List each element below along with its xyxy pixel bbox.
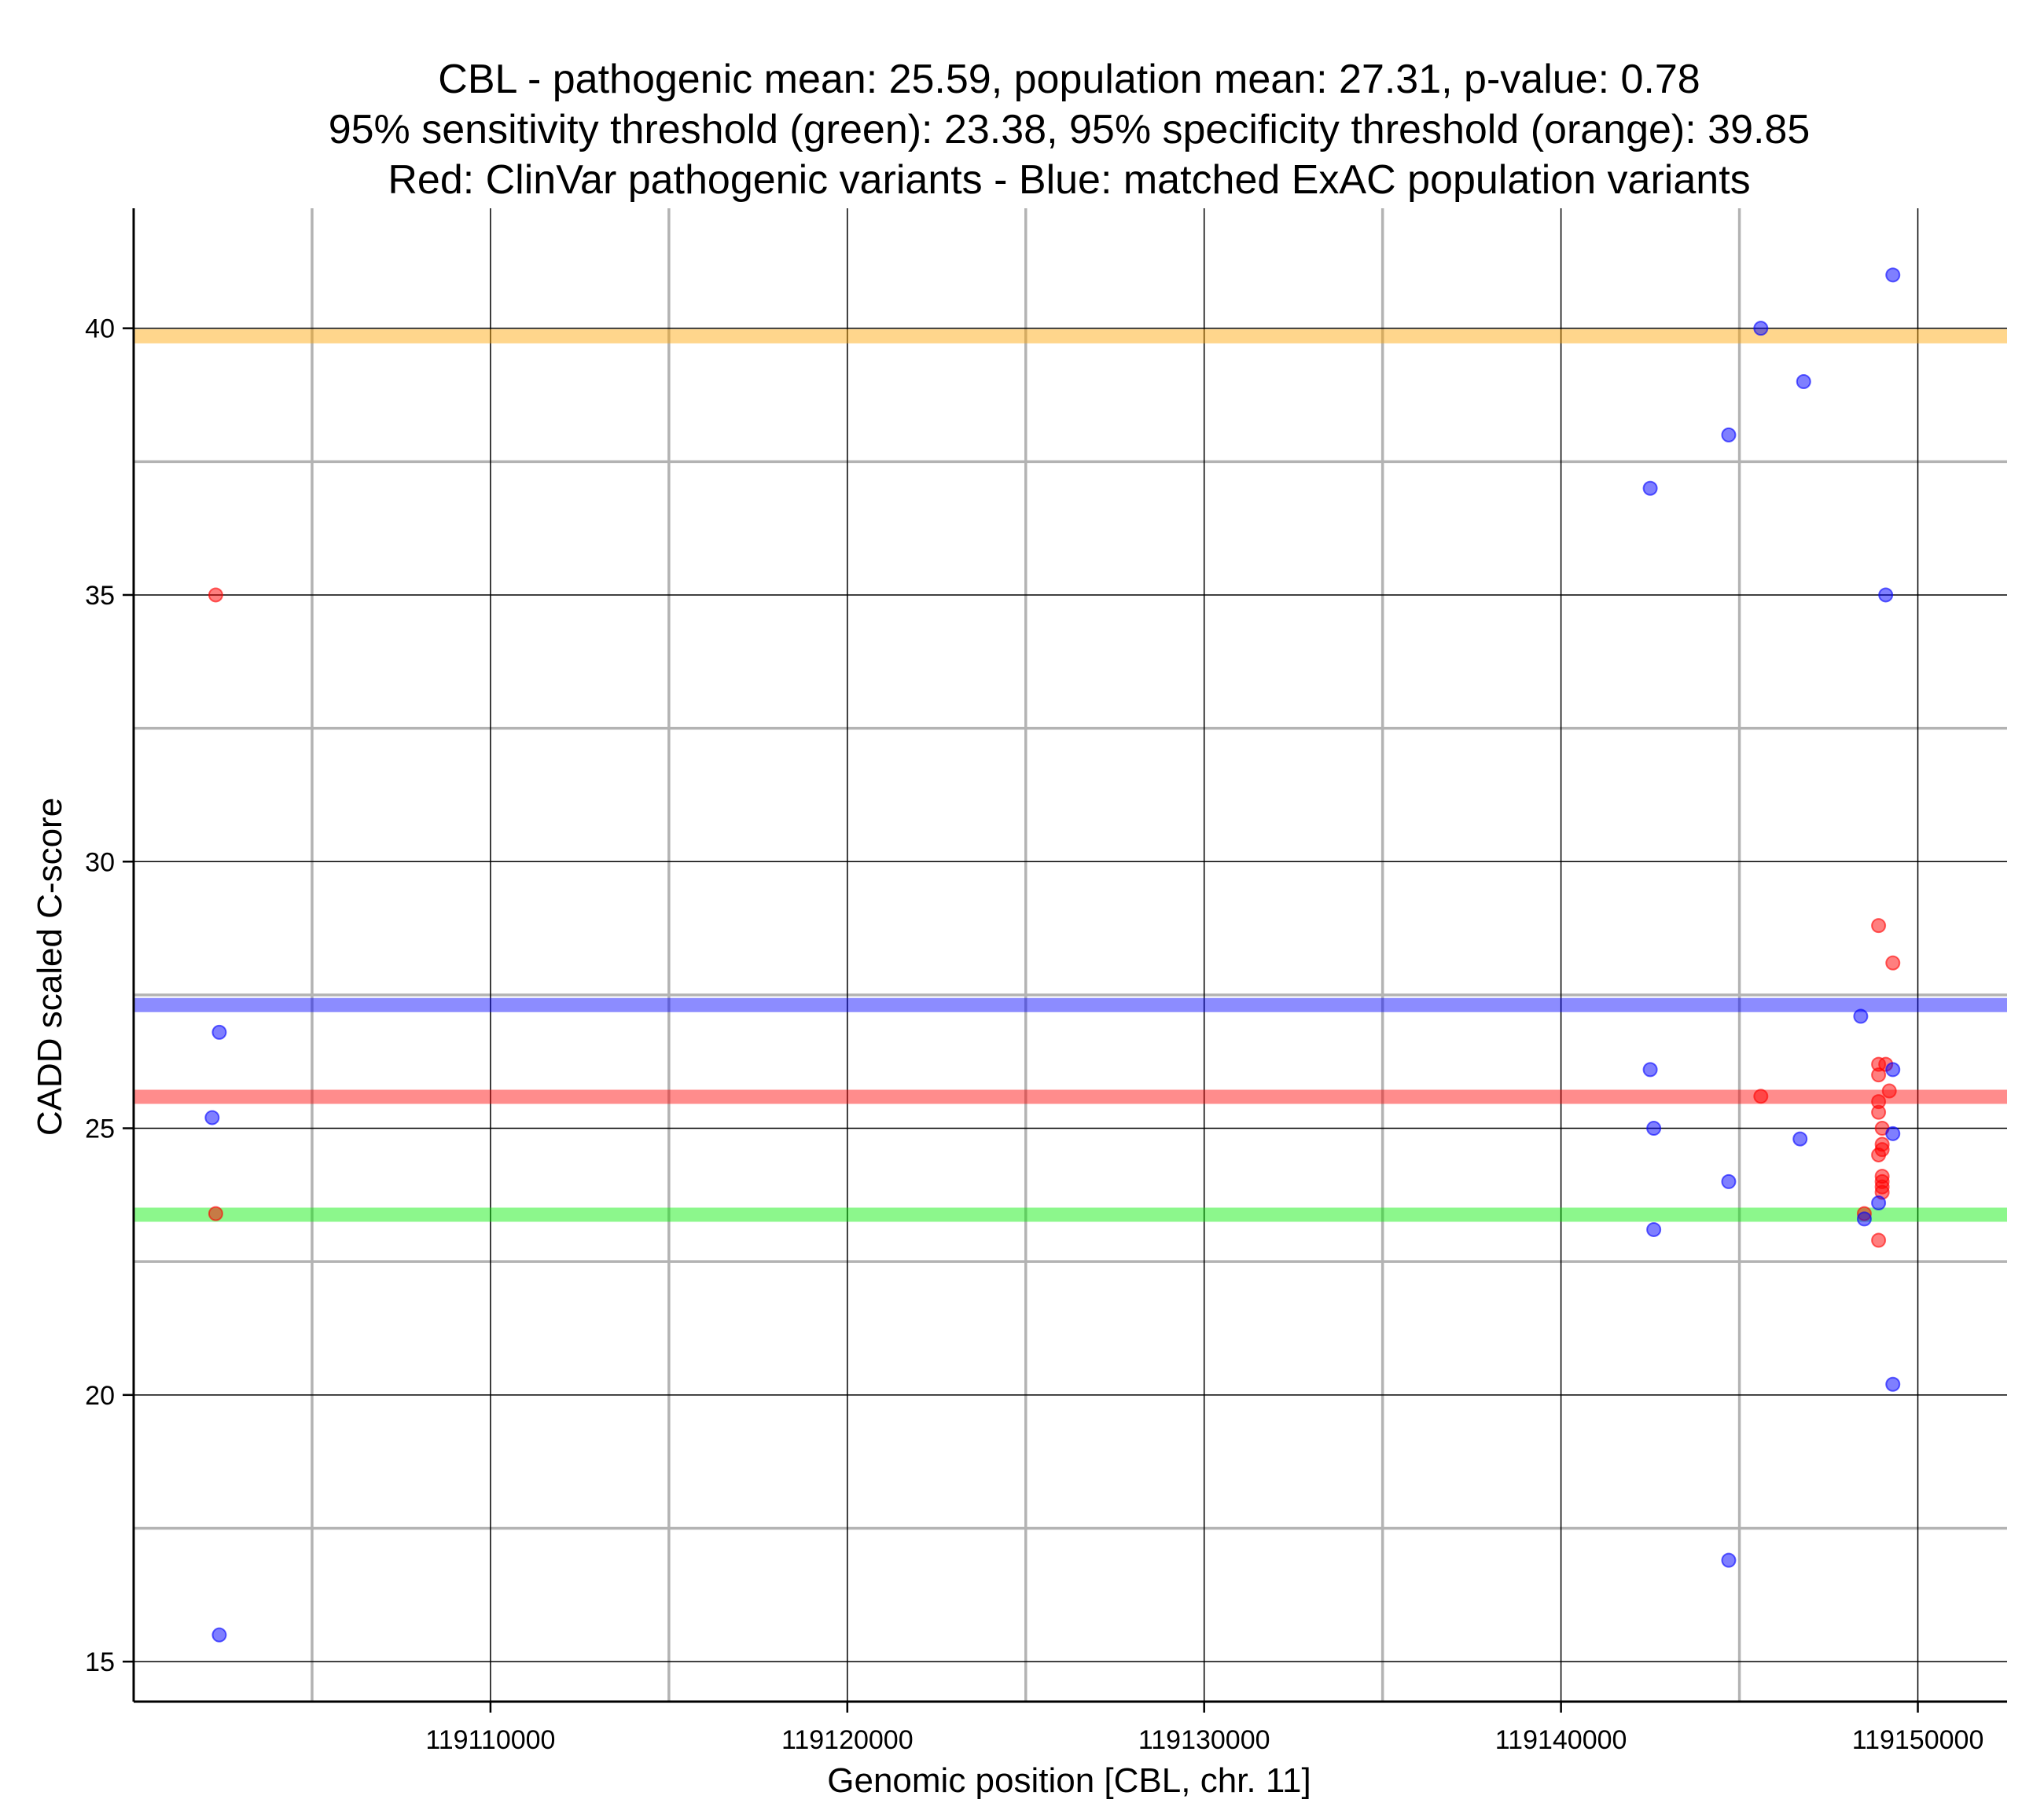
population-point xyxy=(1885,1376,1901,1392)
population-point xyxy=(1721,427,1737,442)
title-line-2: 95% sensitivity threshold (green): 23.38… xyxy=(329,107,1811,152)
y-tick-label: 35 xyxy=(85,581,115,611)
population-point xyxy=(1853,1008,1869,1024)
x-tick-label: 119130000 xyxy=(1138,1725,1270,1755)
population-point xyxy=(1646,1121,1662,1137)
pathogenic-point xyxy=(208,587,223,603)
population-point xyxy=(204,1110,220,1125)
data-points xyxy=(204,267,1901,1643)
tick-labels: 15 20 25 30 35 40 119110000 119120000 119130000 1… xyxy=(85,314,1983,1755)
x-tick-label: 119110000 xyxy=(425,1725,555,1755)
population-point xyxy=(211,1627,227,1643)
chart-title: CBL - pathogenic mean: 25.59, population… xyxy=(329,57,1811,203)
population-point xyxy=(1885,1062,1901,1078)
population-point xyxy=(1885,267,1901,283)
population-point xyxy=(1792,1131,1808,1147)
population-point xyxy=(211,1024,227,1040)
x-tick-label: 119120000 xyxy=(781,1725,914,1755)
title-line-1: CBL - pathogenic mean: 25.59, population… xyxy=(438,57,1700,102)
y-tick-label: 30 xyxy=(85,847,115,877)
pathogenic-point xyxy=(1871,1232,1887,1248)
population-point xyxy=(1721,1173,1737,1189)
y-tick-label: 20 xyxy=(85,1381,115,1411)
axes xyxy=(123,208,2007,1713)
pathogenic-point xyxy=(1874,1142,1890,1158)
pathogenic-point xyxy=(1885,955,1901,971)
x-tick-label: 119150000 xyxy=(1852,1725,1984,1755)
y-tick-label: 15 xyxy=(85,1647,115,1677)
pathogenic-point xyxy=(1871,1104,1887,1120)
x-tick-label: 119140000 xyxy=(1495,1725,1627,1755)
pathogenic-point xyxy=(1881,1083,1897,1099)
pathogenic-point xyxy=(208,1206,223,1221)
population-point xyxy=(1721,1552,1737,1568)
x-axis-label: Genomic position [CBL, chr. 11] xyxy=(827,1761,1311,1800)
y-tick-label: 40 xyxy=(85,314,115,344)
pathogenic-point xyxy=(1871,1067,1887,1083)
population-point xyxy=(1642,480,1658,496)
population-point xyxy=(1856,1211,1872,1227)
grid xyxy=(134,208,2007,1702)
population-point xyxy=(1753,321,1769,336)
population-point xyxy=(1871,1195,1887,1211)
pathogenic-point xyxy=(1871,918,1887,934)
y-axis-label: CADD scaled C-score xyxy=(31,798,69,1136)
population-point xyxy=(1646,1221,1662,1237)
population-point xyxy=(1878,587,1894,603)
pathogenic-point xyxy=(1753,1089,1769,1104)
title-line-3: Red: ClinVar pathogenic variants - Blue:… xyxy=(388,157,1750,203)
y-tick-label: 25 xyxy=(85,1114,115,1144)
population-point xyxy=(1642,1062,1658,1078)
reference-lines xyxy=(134,329,2007,1222)
population-point xyxy=(1885,1125,1901,1141)
population-point xyxy=(1796,374,1811,390)
